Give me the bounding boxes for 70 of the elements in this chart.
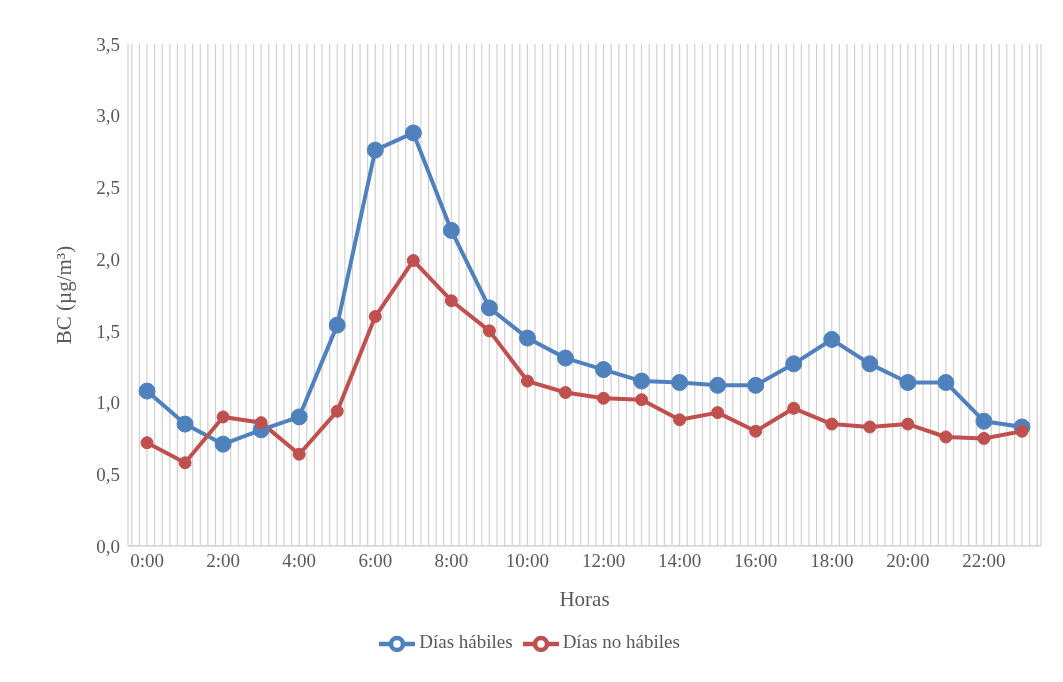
y-tick-label: 2,5 [96,177,120,199]
point [140,436,154,450]
x-tick-label: 16:00 [734,550,778,572]
point [787,401,801,415]
point [975,412,993,430]
x-tick-label: 8:00 [434,550,469,572]
point [404,124,422,142]
y-tick-label: 1,0 [96,392,120,414]
point [176,415,194,433]
point [216,410,230,424]
point [595,361,613,379]
y-tick-label: 3,0 [96,105,120,127]
y-tick-label: 0,5 [96,464,120,486]
x-tick-label: 12:00 [581,550,626,572]
point [480,299,498,317]
point [785,355,803,373]
point [366,141,384,159]
x-tick-label: 20:00 [886,550,930,572]
point [711,406,725,420]
point [444,294,458,308]
x-tick-label: 4:00 [282,550,317,572]
point [214,435,232,453]
point [558,386,572,400]
x-axis-title: Horas [559,587,610,611]
x-tick-label: 0:00 [130,550,164,572]
point [597,391,611,405]
point [939,430,953,444]
point [330,404,344,418]
point [749,424,763,438]
point [673,413,687,427]
point [901,417,915,431]
legend-label: Días hábiles [419,631,513,653]
point [368,310,382,324]
point [899,373,917,391]
point [482,324,496,338]
point [556,349,574,367]
x-tick-label: 2:00 [206,550,240,572]
y-tick-label: 1,5 [96,320,120,342]
y-tick-label: 3,5 [96,33,120,55]
point [825,417,839,431]
point [406,254,420,268]
x-tick-label: 10:00 [505,550,550,572]
point [138,382,156,400]
point [1015,424,1029,438]
point [977,431,991,445]
y-axis-title: BC (µg/m³) [52,245,77,345]
y-tick-label: 2,0 [96,248,120,270]
point [861,355,879,373]
x-tick-label: 18:00 [810,550,854,572]
point [442,221,460,239]
x-tick-label: 6:00 [358,550,393,572]
point [254,416,268,430]
point [178,456,192,470]
point [292,447,306,461]
point [671,373,689,391]
point [328,316,346,334]
y-tick-label: 0,0 [96,535,120,557]
point [863,420,877,434]
point [709,376,727,394]
legend-label: Días no hábiles [562,631,680,653]
x-tick-label: 22:00 [962,550,1006,572]
point [520,374,534,388]
point [635,393,649,407]
point [747,376,765,394]
point [518,329,536,347]
x-tick-label: 14:00 [657,550,702,572]
point [290,408,308,426]
point [823,330,841,348]
point [633,372,651,390]
point [937,373,955,391]
